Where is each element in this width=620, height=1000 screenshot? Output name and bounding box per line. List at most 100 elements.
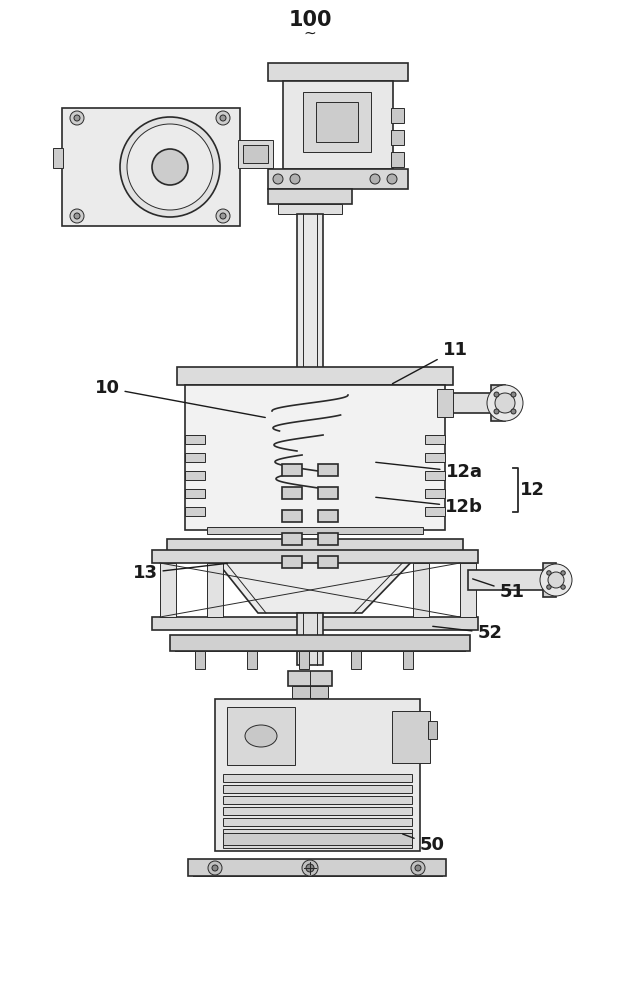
Bar (425, 489, 445, 498)
Circle shape (74, 115, 80, 121)
Circle shape (306, 864, 314, 872)
Circle shape (70, 111, 84, 125)
Text: 52: 52 (433, 624, 502, 642)
Circle shape (216, 111, 230, 125)
Bar (185, 471, 205, 480)
Bar (392, 711, 430, 763)
Polygon shape (318, 487, 338, 499)
Bar (152, 617, 478, 630)
Bar (468, 570, 548, 590)
Bar (207, 541, 423, 548)
Bar (238, 140, 273, 168)
Circle shape (74, 213, 80, 219)
Text: 51: 51 (472, 579, 525, 601)
Text: 13: 13 (133, 563, 228, 582)
Bar (247, 651, 257, 669)
Bar (177, 367, 453, 385)
Bar (299, 651, 309, 669)
Text: 100: 100 (288, 10, 332, 30)
Bar (491, 385, 505, 421)
Bar (227, 707, 295, 765)
Bar (297, 613, 323, 665)
Circle shape (415, 865, 421, 871)
Bar (403, 651, 413, 669)
Bar (215, 699, 420, 851)
Bar (207, 527, 423, 534)
Bar (207, 555, 423, 562)
Text: 50: 50 (402, 834, 445, 854)
Circle shape (70, 209, 84, 223)
Circle shape (370, 174, 380, 184)
Bar (437, 389, 453, 417)
Bar (268, 63, 408, 81)
Text: 12b: 12b (376, 497, 483, 516)
Circle shape (511, 409, 516, 414)
Bar (425, 453, 445, 462)
Bar (288, 671, 332, 686)
Polygon shape (210, 553, 420, 613)
Bar (297, 214, 323, 379)
Polygon shape (282, 510, 302, 522)
Bar (223, 796, 412, 804)
Circle shape (273, 174, 283, 184)
Bar (303, 92, 371, 152)
Bar (223, 774, 412, 782)
Bar (167, 539, 463, 553)
Bar (62, 108, 240, 226)
Bar (268, 189, 352, 204)
Circle shape (411, 861, 425, 875)
Polygon shape (318, 556, 338, 568)
Bar (185, 385, 445, 530)
Circle shape (548, 572, 564, 588)
Text: 11: 11 (392, 341, 467, 384)
Polygon shape (318, 533, 338, 545)
Text: 12a: 12a (376, 462, 482, 481)
Bar (292, 686, 328, 698)
Polygon shape (282, 533, 302, 545)
Circle shape (216, 209, 230, 223)
Bar (188, 859, 446, 876)
Bar (391, 108, 404, 123)
Bar (425, 471, 445, 480)
Circle shape (152, 149, 188, 185)
Bar (425, 507, 445, 516)
Bar (195, 651, 205, 669)
Polygon shape (318, 464, 338, 476)
Bar (351, 651, 361, 669)
Bar (316, 102, 358, 142)
Text: 12: 12 (520, 481, 545, 499)
Bar (223, 840, 412, 848)
Circle shape (561, 585, 565, 589)
Bar (283, 81, 393, 169)
Bar (185, 507, 205, 516)
Bar (278, 204, 342, 214)
Polygon shape (282, 487, 302, 499)
Polygon shape (282, 556, 302, 568)
Bar (53, 148, 63, 168)
Bar (207, 563, 223, 617)
Circle shape (220, 115, 226, 121)
Bar (160, 563, 176, 617)
Bar (223, 785, 412, 793)
Bar (223, 829, 412, 837)
Polygon shape (282, 464, 302, 476)
Circle shape (495, 393, 515, 413)
Bar (185, 489, 205, 498)
Circle shape (302, 860, 318, 876)
Circle shape (540, 564, 572, 596)
Bar (391, 152, 404, 167)
Bar (185, 453, 205, 462)
Circle shape (290, 174, 300, 184)
Bar (460, 563, 476, 617)
Circle shape (220, 213, 226, 219)
Bar (223, 818, 412, 826)
Circle shape (547, 571, 551, 575)
Circle shape (561, 571, 565, 575)
Bar (425, 435, 445, 444)
Circle shape (494, 392, 499, 397)
Circle shape (212, 865, 218, 871)
Bar (391, 130, 404, 145)
Circle shape (208, 861, 222, 875)
Circle shape (547, 585, 551, 589)
Polygon shape (318, 510, 338, 522)
